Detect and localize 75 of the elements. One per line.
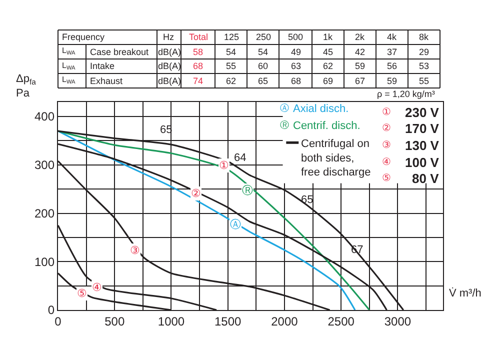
text: ④ 100 V bbox=[382, 155, 439, 170]
text: Intake bbox=[90, 61, 115, 71]
category-label: Frequency bbox=[62, 32, 106, 42]
text: Exhaust bbox=[90, 76, 123, 86]
y-tick-label: 200 bbox=[34, 206, 55, 220]
category-label: 4k bbox=[387, 32, 398, 42]
x-tick-label: 2000 bbox=[271, 314, 298, 328]
y-tick-label: 100 bbox=[34, 254, 55, 269]
y-tick-label: 300 bbox=[34, 158, 55, 172]
text: Axial disch. bbox=[293, 103, 349, 115]
text: 59 bbox=[387, 76, 398, 86]
text: 55 bbox=[226, 61, 236, 71]
text: ③ 130 V bbox=[382, 138, 439, 153]
annotation: Ⓐ bbox=[230, 218, 241, 231]
x-tick-label: 500 bbox=[104, 314, 125, 328]
annotation: Ⓡ bbox=[242, 184, 253, 197]
y-tick-label: 0 bbox=[48, 303, 55, 318]
category-label: Total bbox=[189, 32, 208, 42]
annotation: 64 bbox=[234, 152, 246, 164]
text: ② 170 V bbox=[382, 121, 439, 136]
text: L$_{WA}$ bbox=[62, 61, 76, 72]
text: 54 bbox=[226, 47, 236, 57]
text: ① 230 V bbox=[382, 105, 439, 120]
text: 69 bbox=[323, 76, 334, 86]
annotation: ④ bbox=[92, 281, 102, 294]
text: 68 bbox=[291, 76, 302, 86]
text: 60 bbox=[258, 61, 268, 71]
text: dB(A) bbox=[158, 76, 182, 86]
text: 59 bbox=[355, 61, 366, 71]
text: 37 bbox=[387, 47, 398, 57]
x-tick-label: 3000 bbox=[384, 314, 412, 328]
text: dB(A) bbox=[158, 47, 182, 57]
text: 63 bbox=[291, 61, 302, 71]
text: Centrif. disch. bbox=[293, 120, 360, 132]
text: ρ = 1,20 kg/m³ bbox=[377, 89, 435, 99]
category-label: 8k bbox=[419, 32, 430, 42]
text: 55 bbox=[419, 76, 430, 86]
text: dB(A) bbox=[158, 61, 182, 71]
annotation: ⑤ bbox=[77, 287, 87, 300]
category-label: 125 bbox=[224, 32, 240, 42]
x-tick-label: 2500 bbox=[328, 314, 355, 328]
text: ⑤ 80 V bbox=[382, 171, 439, 186]
x-tick-label: 1500 bbox=[214, 314, 242, 328]
text: 58 bbox=[193, 47, 204, 57]
text: 49 bbox=[291, 47, 302, 57]
y-axis-title: Δp$_{fa}$ Pa bbox=[16, 73, 37, 100]
category-label: 1k bbox=[323, 32, 334, 42]
text: 53 bbox=[419, 61, 430, 71]
text: 62 bbox=[323, 61, 334, 71]
annotation: ② bbox=[191, 187, 201, 200]
text: L$_{WA}$ bbox=[62, 46, 76, 57]
text: 54 bbox=[258, 47, 268, 57]
text: Case breakout bbox=[90, 47, 149, 57]
category-label: Hz bbox=[163, 32, 174, 42]
text: Ⓐ bbox=[280, 104, 289, 114]
text: 67 bbox=[355, 76, 366, 86]
text: 62 bbox=[226, 76, 236, 86]
text: 45 bbox=[323, 47, 334, 57]
category-label: 500 bbox=[288, 32, 304, 42]
text: L$_{WA}$ bbox=[62, 75, 76, 86]
text: 65 bbox=[258, 76, 268, 86]
text: 68 bbox=[193, 61, 204, 71]
category-label: 2k bbox=[355, 32, 366, 42]
text: 29 bbox=[419, 47, 430, 57]
annotation: ① bbox=[219, 159, 229, 172]
y-tick-label: 400 bbox=[34, 110, 55, 124]
text: 56 bbox=[387, 61, 398, 71]
text: Ⓡ bbox=[280, 121, 289, 131]
annotation: ③ bbox=[130, 244, 140, 257]
category-label: 250 bbox=[256, 32, 272, 42]
annotation: Centrifugal on both sides, free discharge bbox=[301, 138, 371, 179]
text: 74 bbox=[193, 76, 204, 86]
x-axis-title: V̇ m³/h bbox=[449, 287, 482, 300]
x-tick-label: 1000 bbox=[158, 314, 185, 328]
text: 42 bbox=[355, 47, 366, 57]
